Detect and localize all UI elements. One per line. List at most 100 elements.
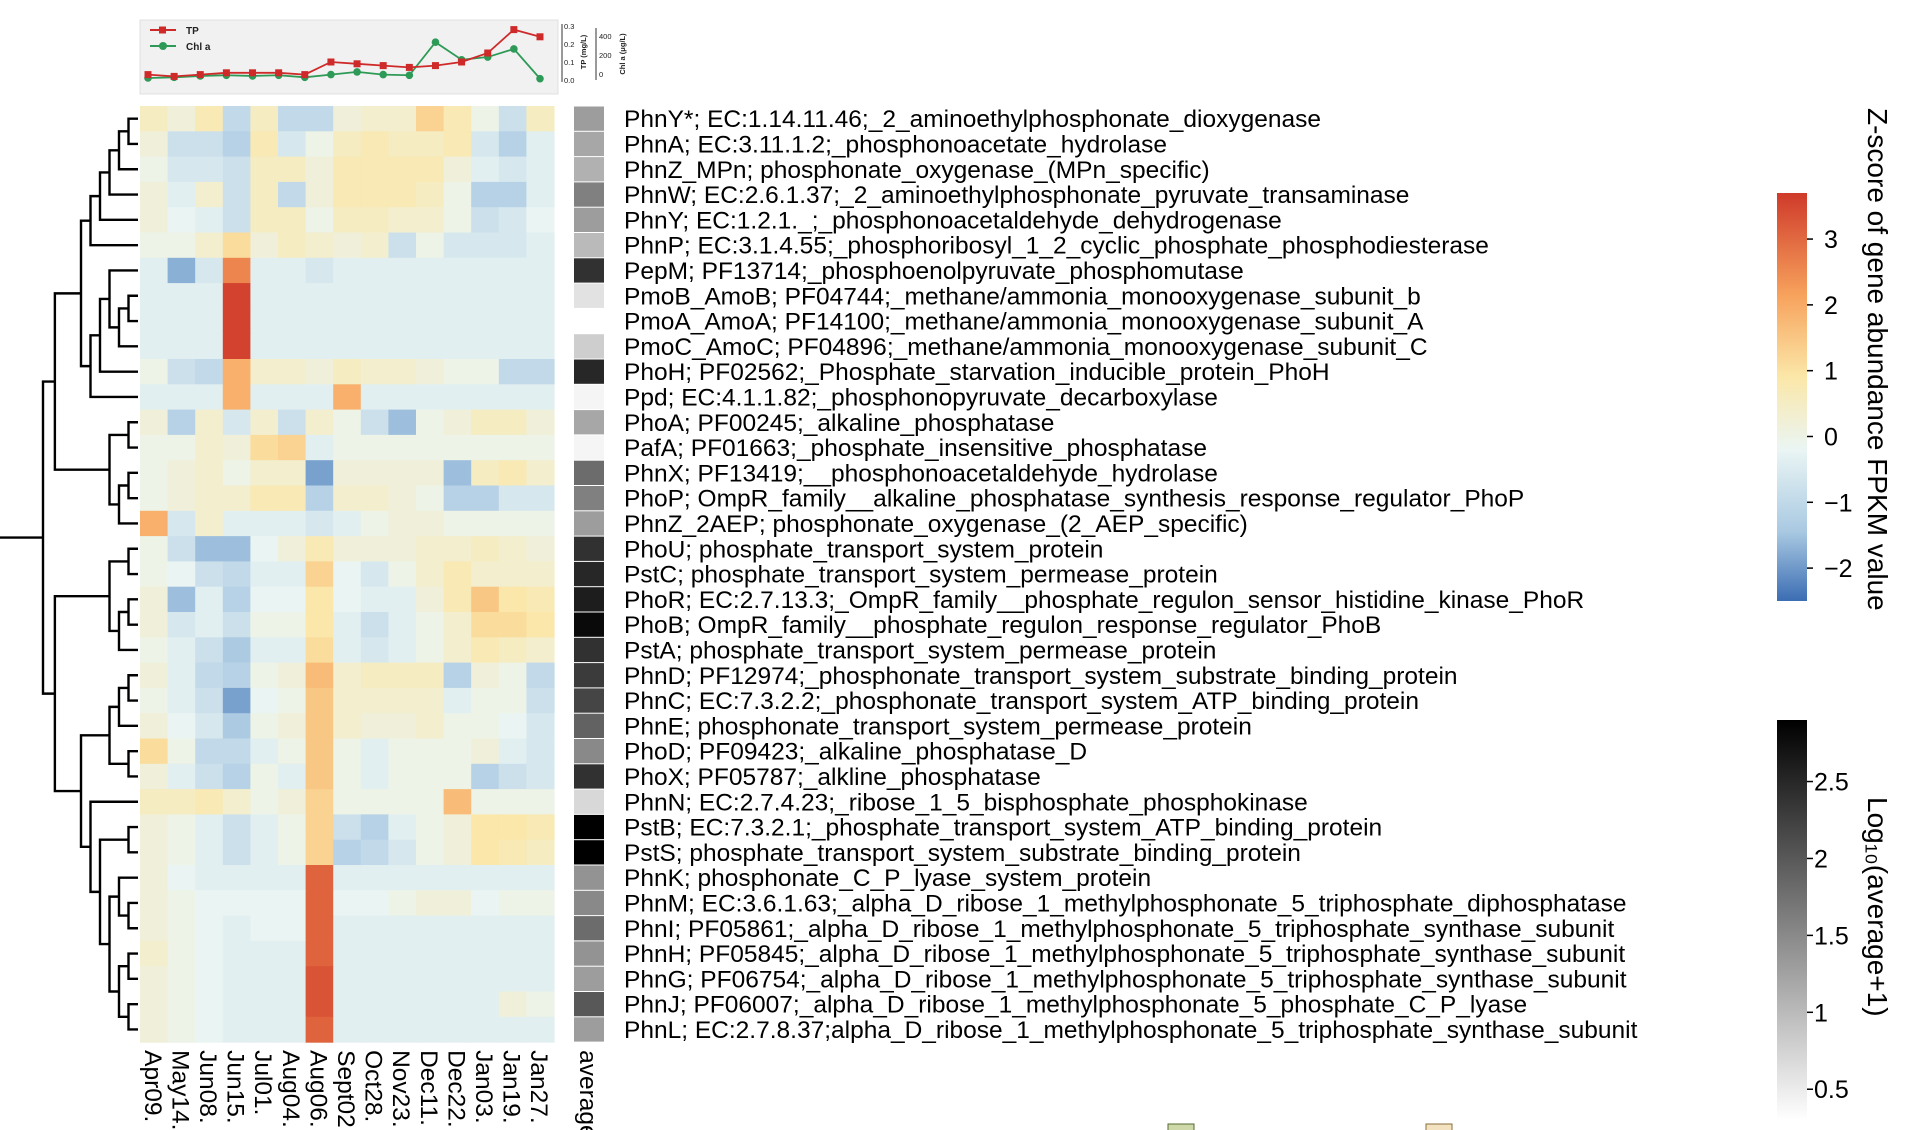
column-label: Dec11.	[415, 1050, 442, 1126]
heatmap-cell	[278, 510, 307, 537]
heatmap-cell	[305, 865, 334, 891]
heatmap-cell	[195, 637, 224, 664]
heatmap-cell	[250, 789, 279, 815]
heatmap-cell	[416, 359, 445, 385]
zscore-colorbar-gradient	[1777, 193, 1807, 601]
heatmap-cell	[526, 308, 555, 335]
heatmap-cell	[222, 940, 251, 967]
heatmap-cell	[416, 890, 445, 917]
heatmap-cell	[222, 510, 251, 537]
heatmap-cell	[416, 460, 445, 487]
heatmap-cell	[498, 738, 527, 765]
heatmap-cell	[471, 586, 500, 613]
heatmap-cell	[305, 460, 334, 487]
heatmap-cell	[195, 612, 224, 638]
heatmap-cell	[388, 687, 417, 714]
cropped-legend-swatch	[1167, 1123, 1195, 1130]
row-label: PhoB; OmpR_family__phosphate_regulon_res…	[624, 612, 1381, 639]
heatmap-cell	[278, 865, 307, 891]
heatmap-cell	[498, 637, 527, 664]
heatmap-cell	[416, 865, 445, 891]
heatmap-cell	[250, 763, 279, 790]
heatmap-cell	[443, 434, 472, 461]
heatmap-cell	[416, 232, 445, 259]
heatmap-cell	[250, 510, 279, 537]
heatmap-cell	[140, 662, 169, 689]
heatmap-cell	[278, 687, 307, 714]
heatmap-cell	[222, 333, 251, 360]
row-label: PhoP; OmpR_family__alkaline_phosphatase_…	[624, 486, 1524, 513]
inset-line-chart: TP Chl a 0.3 0.2 0.1 0.0 TP (mg/L) 400 200 0 Chl …	[139, 19, 627, 95]
heatmap-cell	[222, 662, 251, 689]
column-label: Aug06.	[304, 1050, 331, 1128]
heatmap-cell	[140, 156, 169, 183]
heatmap-cell	[526, 485, 555, 512]
heatmap-cell	[195, 687, 224, 714]
log-colorbar-title: Log₁₀(average+1)	[1862, 797, 1893, 1017]
heatmap-cell	[471, 738, 500, 765]
heatmap-cell	[278, 257, 307, 284]
heatmap-cell	[333, 181, 362, 208]
heatmap-cell	[526, 434, 555, 461]
heatmap-cell	[140, 485, 169, 512]
heatmap-cell	[222, 536, 251, 562]
heatmap-cell	[250, 283, 279, 309]
heatmap-cell	[471, 485, 500, 512]
row-label: PhnA; EC:3.11.1.2;_phosphonoacetate_hydr…	[624, 131, 1167, 158]
heatmap-cell	[195, 359, 224, 385]
heatmap-cell	[526, 561, 555, 588]
heatmap-cell	[222, 434, 251, 461]
heatmap-cell	[388, 308, 417, 335]
heatmap-cell	[250, 561, 279, 588]
heatmap-cell	[388, 839, 417, 866]
zscore-tick-label: 2	[1824, 292, 1838, 320]
heatmap-cell	[305, 561, 334, 588]
heatmap-cell	[333, 890, 362, 917]
row-label: PhnX; PF13419;__phosphonoacetaldehyde_hy…	[624, 460, 1218, 487]
heatmap-cell	[388, 865, 417, 891]
heatmap-cell	[471, 434, 500, 461]
heatmap-cell	[498, 510, 527, 537]
heatmap-cell	[333, 561, 362, 588]
heatmap-cell	[305, 687, 334, 714]
heatmap-cell	[305, 308, 334, 335]
heatmap-cell	[526, 612, 555, 638]
dendrogram-branch	[108, 895, 119, 993]
heatmap-cell	[526, 966, 555, 993]
heatmap-cell	[360, 713, 389, 740]
heatmap-cell	[167, 384, 196, 411]
heatmap-cell	[471, 687, 500, 714]
heatmap-cell	[498, 207, 527, 234]
heatmap-cell	[360, 1016, 389, 1043]
heatmap-cell	[443, 409, 472, 436]
average-cell	[574, 916, 604, 941]
heatmap-cell	[195, 966, 224, 993]
heatmap-cell	[305, 637, 334, 664]
heatmap-cell	[388, 156, 417, 183]
heatmap-cell	[333, 991, 362, 1018]
heatmap-cell	[305, 510, 334, 537]
row-label: Ppd; EC:4.1.1.82;_phosphonopyruvate_deca…	[624, 384, 1218, 411]
average-cell	[574, 637, 604, 663]
heatmap-cell	[250, 232, 279, 259]
average-cell	[574, 283, 604, 308]
heatmap-cell	[360, 561, 389, 588]
heatmap-cell	[250, 181, 279, 208]
average-cell	[574, 410, 604, 435]
heatmap-cell	[195, 1016, 224, 1043]
tp-point	[327, 58, 335, 66]
heatmap-cell	[498, 131, 527, 158]
heatmap-cell	[416, 738, 445, 765]
heatmap-cell	[471, 409, 500, 436]
heatmap-cell	[278, 1016, 307, 1043]
heatmap-cell	[250, 156, 279, 183]
heatmap-cell	[498, 612, 527, 638]
average-cell	[574, 966, 604, 991]
heatmap-cell	[167, 991, 196, 1018]
chl-point	[379, 70, 388, 79]
heatmap-cell	[195, 510, 224, 537]
heatmap-cell	[222, 612, 251, 638]
heatmap-cell	[167, 890, 196, 917]
dendrogram-branch	[127, 471, 138, 500]
heatmap-cell	[526, 536, 555, 562]
